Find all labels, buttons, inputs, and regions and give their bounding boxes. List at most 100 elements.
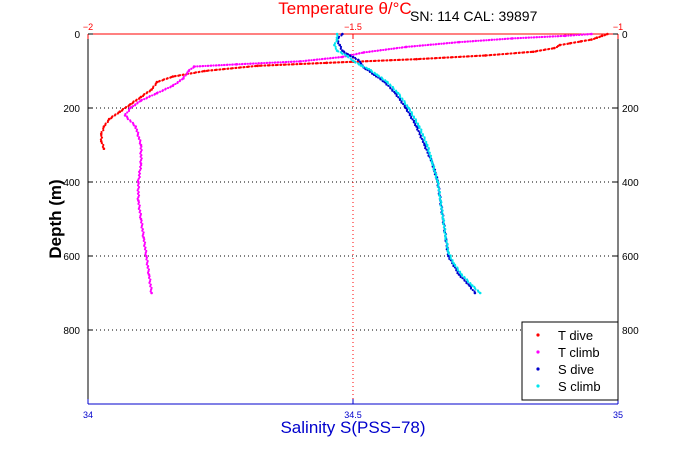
data-point bbox=[401, 58, 404, 61]
data-point bbox=[150, 286, 153, 290]
data-point bbox=[299, 60, 303, 63]
data-point bbox=[576, 40, 580, 44]
data-point bbox=[207, 64, 210, 67]
data-point bbox=[351, 59, 355, 62]
data-point bbox=[342, 55, 345, 58]
data-point bbox=[533, 36, 536, 39]
data-point bbox=[193, 71, 196, 75]
data-point bbox=[445, 42, 449, 45]
data-point bbox=[361, 60, 364, 63]
right-tick-label-200: 200 bbox=[622, 104, 639, 115]
data-point bbox=[164, 87, 167, 90]
data-point bbox=[146, 259, 149, 263]
data-point bbox=[373, 49, 377, 53]
data-point bbox=[295, 60, 298, 63]
data-point bbox=[134, 125, 137, 128]
data-point bbox=[223, 63, 226, 67]
data-point bbox=[441, 214, 445, 217]
data-point bbox=[201, 70, 204, 73]
data-point bbox=[204, 64, 207, 68]
data-point bbox=[493, 38, 496, 41]
data-point bbox=[234, 66, 237, 70]
data-point bbox=[590, 38, 593, 41]
data-point bbox=[482, 39, 486, 42]
data-point bbox=[401, 97, 404, 100]
data-point bbox=[138, 172, 142, 175]
data-point bbox=[146, 271, 150, 274]
data-point bbox=[425, 148, 428, 151]
data-point bbox=[449, 255, 452, 259]
data-point bbox=[463, 279, 466, 282]
data-point bbox=[295, 63, 298, 66]
data-point bbox=[535, 36, 539, 39]
data-point bbox=[449, 257, 452, 260]
data-point bbox=[293, 60, 296, 63]
data-point bbox=[447, 247, 450, 251]
data-point bbox=[554, 35, 557, 38]
data-point bbox=[443, 224, 446, 227]
data-point bbox=[396, 46, 399, 50]
data-point bbox=[384, 79, 387, 82]
data-point bbox=[157, 80, 160, 83]
data-point bbox=[169, 85, 172, 88]
data-point bbox=[567, 34, 570, 37]
data-point bbox=[173, 75, 176, 78]
data-point bbox=[338, 43, 342, 47]
data-point bbox=[147, 276, 151, 279]
data-point bbox=[145, 249, 148, 253]
data-point bbox=[260, 62, 263, 65]
data-point bbox=[100, 134, 103, 137]
data-point bbox=[141, 234, 144, 237]
data-point bbox=[197, 71, 200, 74]
right-tick-label-800: 800 bbox=[622, 326, 639, 337]
data-point bbox=[423, 137, 426, 140]
data-point bbox=[445, 246, 448, 249]
data-point bbox=[137, 177, 140, 180]
data-point bbox=[379, 78, 382, 81]
data-point bbox=[238, 63, 241, 66]
data-point bbox=[189, 72, 192, 75]
data-point bbox=[461, 277, 464, 280]
data-point bbox=[265, 61, 269, 64]
data-point bbox=[451, 259, 454, 262]
data-point bbox=[455, 269, 458, 272]
data-point bbox=[443, 42, 446, 45]
data-point bbox=[228, 63, 231, 66]
data-point bbox=[116, 112, 119, 115]
data-point bbox=[357, 58, 360, 62]
data-point bbox=[575, 33, 578, 37]
data-point bbox=[404, 58, 408, 61]
data-point bbox=[465, 282, 468, 285]
data-point bbox=[215, 64, 218, 67]
data-point bbox=[380, 59, 384, 62]
data-point bbox=[346, 54, 350, 58]
data-point bbox=[244, 62, 247, 65]
data-point bbox=[154, 83, 157, 87]
data-point bbox=[444, 234, 447, 237]
data-point bbox=[125, 115, 129, 118]
data-marks bbox=[99, 32, 609, 295]
legend-label-0: T dive bbox=[558, 328, 593, 343]
series-s-climb bbox=[333, 32, 482, 295]
data-point bbox=[442, 226, 446, 229]
data-point bbox=[402, 102, 405, 106]
data-point bbox=[102, 147, 106, 150]
data-point bbox=[184, 74, 187, 77]
data-point bbox=[277, 61, 280, 64]
data-point bbox=[403, 100, 406, 103]
data-point bbox=[516, 37, 520, 40]
data-point bbox=[481, 54, 485, 57]
data-point bbox=[438, 187, 441, 190]
data-point bbox=[174, 82, 177, 86]
data-point bbox=[149, 290, 152, 293]
data-point bbox=[139, 147, 142, 150]
data-point bbox=[432, 165, 436, 168]
bottom-tick-label-35: 35 bbox=[613, 410, 623, 420]
data-point bbox=[435, 173, 438, 176]
data-point bbox=[252, 62, 255, 65]
data-point bbox=[357, 62, 360, 65]
data-point bbox=[199, 65, 202, 68]
data-point bbox=[274, 61, 277, 64]
data-point bbox=[332, 56, 335, 59]
